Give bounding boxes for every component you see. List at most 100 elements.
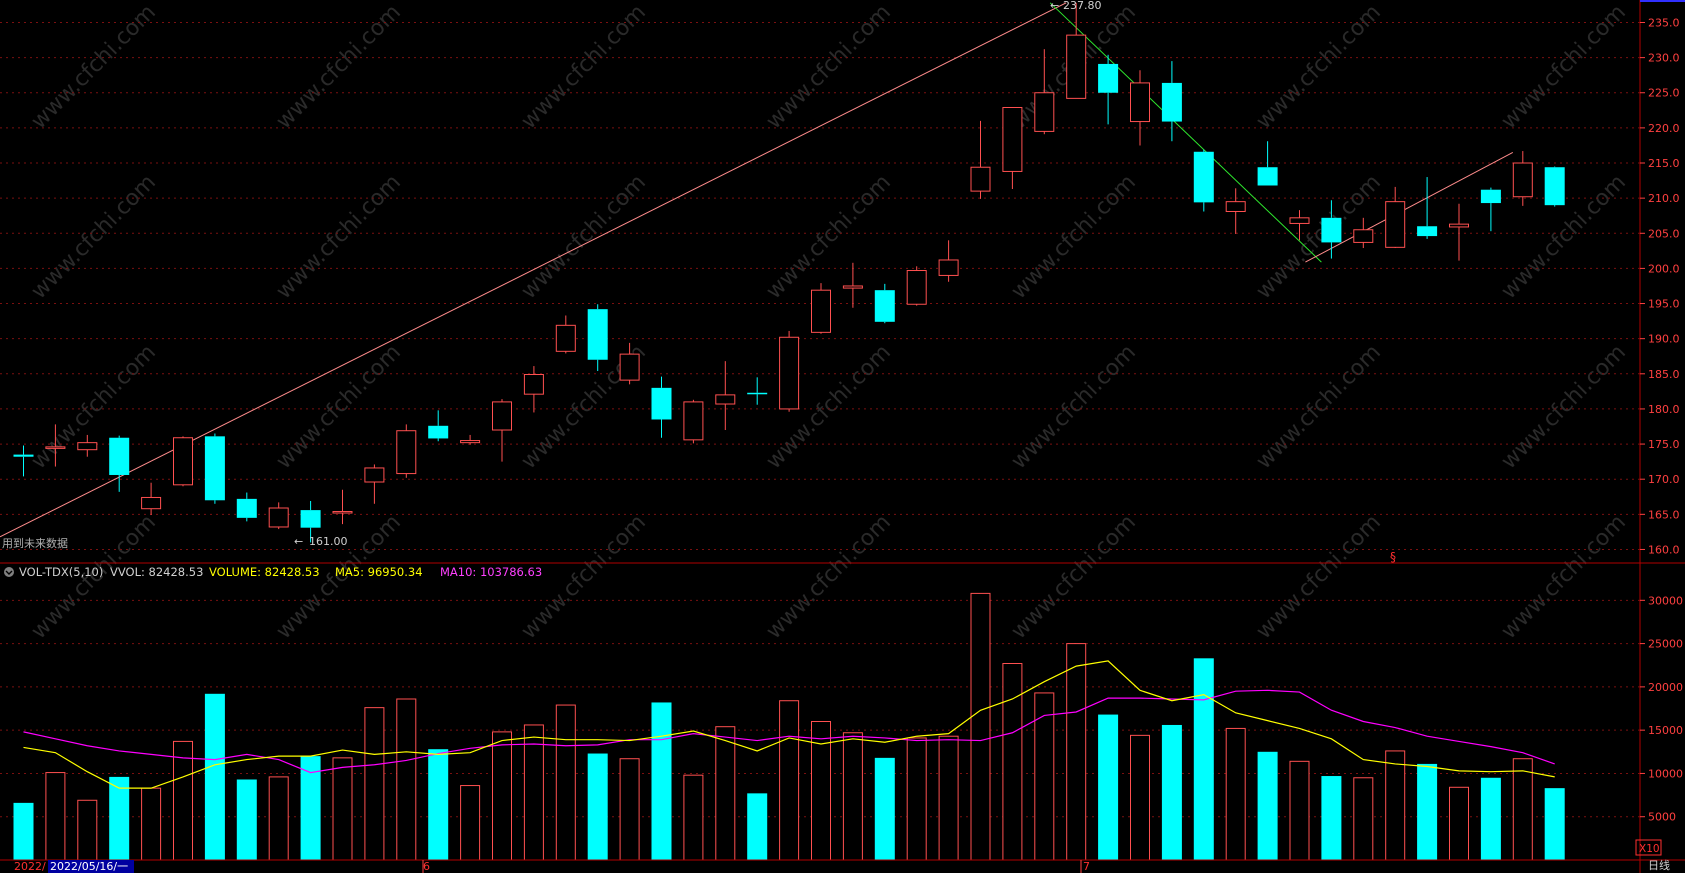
- candle: [1385, 186, 1406, 249]
- candle: [874, 283, 895, 324]
- price-tick-label: 200.0: [1648, 262, 1680, 275]
- date-label-month-6: 6: [423, 860, 430, 873]
- volume-bar: [906, 737, 927, 861]
- candle-body: [1225, 201, 1246, 212]
- volume-bar: [1098, 714, 1119, 860]
- candle: [715, 361, 736, 431]
- price-tick-label: 225.0: [1648, 87, 1680, 100]
- candle: [45, 424, 66, 467]
- candle-body: [1002, 107, 1023, 172]
- candle-body: [1161, 82, 1182, 122]
- candle-body: [715, 394, 736, 405]
- candle-body: [938, 259, 959, 276]
- candle: [587, 304, 608, 371]
- volume-bar: [683, 774, 704, 861]
- volume-bar: [1512, 758, 1533, 861]
- volume-bar: [1353, 777, 1374, 861]
- date-label-month-7: 7: [1083, 860, 1090, 873]
- volume-bar: [1257, 751, 1278, 860]
- candle: [13, 445, 34, 477]
- candle: [173, 436, 193, 487]
- multiplier-box: [1635, 839, 1662, 856]
- volume-bar: [364, 707, 385, 861]
- volume-tick-label: 20000: [1648, 681, 1683, 694]
- candle: [1353, 217, 1374, 249]
- candle-body: [364, 467, 385, 483]
- indicator-name[interactable]: VOL-TDX(5,10): [19, 565, 103, 579]
- candle: [428, 410, 449, 442]
- volume-bar: [13, 802, 34, 860]
- price-tick-label: 205.0: [1648, 227, 1680, 240]
- candle-body: [1417, 226, 1438, 237]
- price-tick-label: 160.0: [1648, 543, 1680, 556]
- price-tick-label: 230.0: [1648, 52, 1680, 65]
- volume-bar: [747, 793, 768, 860]
- candle-body: [1544, 167, 1565, 206]
- candle: [555, 315, 576, 354]
- price-tick-label: 180.0: [1648, 403, 1680, 416]
- volume-bar: [1130, 734, 1150, 861]
- high-price-label: 237.80: [1063, 0, 1102, 12]
- volume-multiplier: X10: [1639, 843, 1660, 855]
- price-tick-label: 165.0: [1648, 508, 1680, 521]
- candle-body: [587, 309, 608, 360]
- candle: [236, 492, 257, 522]
- volume-bar: [332, 757, 353, 861]
- vvol-value: VVOL: 82428.53: [110, 565, 203, 579]
- candle-body: [236, 498, 257, 518]
- candle-body: [1480, 189, 1501, 204]
- candle-body: [332, 511, 353, 514]
- volume-bar: [460, 785, 481, 861]
- indicator-menu-icon[interactable]: [4, 567, 14, 577]
- volume-value: VOLUME: 82428.53: [209, 565, 320, 579]
- candle: [332, 489, 353, 525]
- volume-bar: [1480, 777, 1501, 860]
- volume-bar: [428, 749, 449, 860]
- volume-bar: [1034, 692, 1055, 861]
- axis-top-marker: [1640, 0, 1685, 2]
- candle-body: [874, 290, 895, 322]
- candle: [747, 377, 768, 405]
- high-arrow-icon: ←: [1050, 0, 1059, 12]
- candle: [1480, 187, 1501, 232]
- candle-body: [842, 285, 863, 289]
- candle: [1066, 2, 1087, 99]
- date-label-cursor: 2022/05/16/一: [50, 860, 128, 873]
- candle: [811, 283, 831, 334]
- candle: [77, 434, 98, 457]
- price-tick-label: 210.0: [1648, 192, 1680, 205]
- volume-bar: [1449, 786, 1469, 861]
- price-tick-label: 195.0: [1648, 298, 1680, 311]
- low-price-label: 161.00: [309, 535, 348, 548]
- volume-bar: [1193, 658, 1214, 860]
- volume-bar: [1002, 663, 1023, 861]
- candle-body: [492, 401, 512, 431]
- candle-body: [268, 507, 289, 528]
- candle-body: [1066, 34, 1087, 99]
- candle: [1225, 188, 1246, 234]
- price-tick-label: 235.0: [1648, 16, 1680, 29]
- candle: [906, 266, 927, 306]
- candle: [460, 434, 481, 445]
- period-label[interactable]: 日线: [1648, 858, 1670, 872]
- candle-body: [523, 374, 544, 395]
- candle-body: [1353, 229, 1374, 243]
- candle: [938, 240, 959, 282]
- volume-bar: [651, 702, 672, 860]
- candle-body: [779, 336, 800, 410]
- trend-line: [1049, 2, 1322, 263]
- ma5-line: [23, 660, 1555, 789]
- candle-body: [1257, 167, 1278, 186]
- date-label-clipped: 2022/: [14, 860, 46, 873]
- date-cursor-highlight: [48, 860, 134, 873]
- price-tick-label: 190.0: [1648, 333, 1680, 346]
- candle-body: [1512, 162, 1533, 198]
- volume-bar: [300, 756, 321, 860]
- candle: [300, 500, 321, 543]
- volume-bar: [236, 779, 257, 860]
- candle: [523, 366, 544, 413]
- candle: [842, 262, 863, 308]
- price-tick-label: 220.0: [1648, 122, 1680, 135]
